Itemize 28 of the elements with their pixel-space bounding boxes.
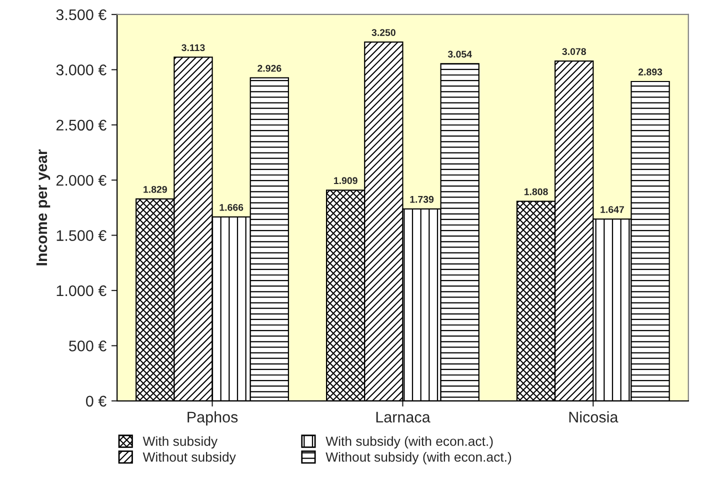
y-tick-label: 500 € bbox=[69, 340, 106, 352]
x-tick-label: Nicosia bbox=[569, 411, 618, 423]
y-tick-label: 1.000 € bbox=[56, 285, 106, 296]
data-label: 3.054 bbox=[448, 50, 472, 58]
data-label: 3.113 bbox=[182, 44, 205, 52]
y-tick-label: 0 € bbox=[86, 396, 106, 407]
data-label: 3.250 bbox=[372, 29, 396, 36]
legend-label: With subsidy bbox=[142, 436, 218, 449]
data-label: 2.893 bbox=[638, 68, 662, 76]
legend-label: Without subsidy (with econ.act.) bbox=[326, 452, 512, 464]
legend-label: With subsidy (with econ.act.) bbox=[326, 436, 493, 449]
y-tick-label: 2.000 € bbox=[56, 174, 106, 186]
data-label: 1.666 bbox=[220, 204, 244, 211]
data-label: 1.829 bbox=[144, 186, 167, 193]
data-label: 1.808 bbox=[524, 188, 548, 196]
x-tick-label: Paphos bbox=[188, 411, 238, 426]
data-label: 1.647 bbox=[600, 206, 624, 213]
y-tick-label: 3.500 € bbox=[56, 9, 106, 20]
y-tick-label: 3.000 € bbox=[56, 64, 106, 76]
y-tick-label: 1.500 € bbox=[56, 230, 106, 241]
data-label: 2.926 bbox=[258, 64, 282, 72]
legend-label: Without subsidy bbox=[142, 452, 236, 464]
data-label: 1.909 bbox=[334, 177, 358, 184]
y-tick-label: 2.500 € bbox=[56, 120, 106, 131]
x-tick-label: Larnaca bbox=[376, 412, 430, 423]
data-label: 1.739 bbox=[410, 196, 434, 203]
y-axis-title: Income per year bbox=[36, 149, 50, 266]
data-label: 3.078 bbox=[562, 48, 586, 56]
